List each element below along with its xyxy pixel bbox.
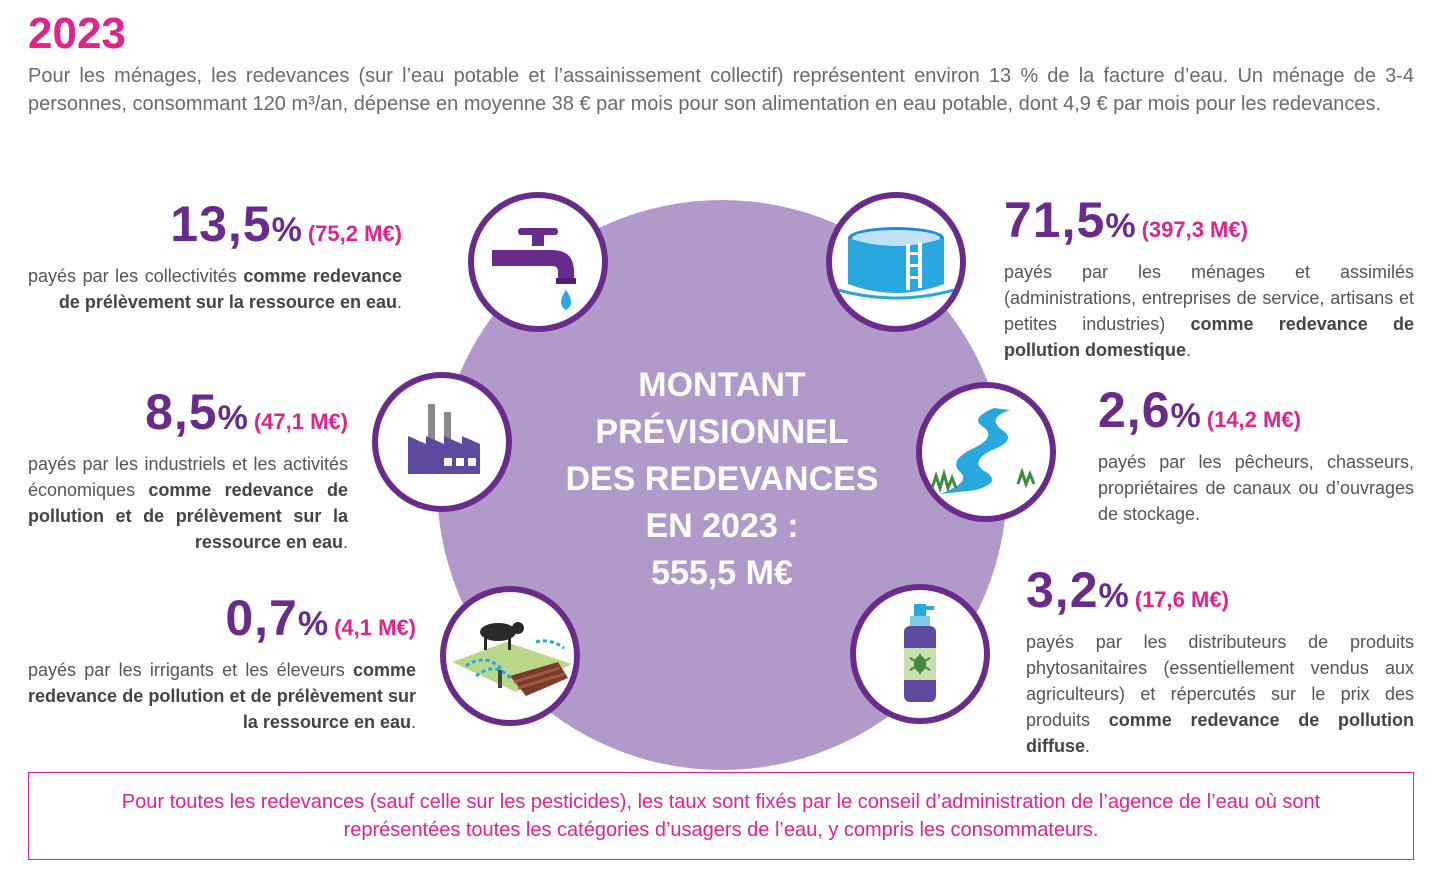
water-tap-icon — [468, 192, 608, 332]
desc-text: payés par les collectivités — [28, 266, 244, 286]
item-collectivites: 13,5% (75,2 M€) payés par les collectivit… — [28, 198, 402, 315]
percent-value: 71,5 — [1004, 192, 1106, 248]
percent-value: 2,6 — [1098, 382, 1171, 438]
desc-end: . — [342, 532, 348, 552]
amount-value: (4,1 M€) — [334, 615, 416, 640]
central-title-line: DES REDEVANCES — [565, 460, 879, 498]
amount-value: (17,6 M€) — [1134, 587, 1229, 612]
percent-sign: % — [1098, 577, 1129, 615]
desc-bold: comme redevance de pollution diffuse — [1026, 710, 1414, 756]
amount-value: (14,2 M€) — [1206, 407, 1301, 432]
item-headline: 13,5% (75,2 M€) — [28, 198, 402, 261]
item-headline: 0,7% (4,1 M€) — [28, 592, 416, 655]
item-description: payés par les distributeurs de produits … — [1026, 629, 1414, 759]
desc-text: payés par les irrigants et les éleveurs — [28, 660, 353, 680]
desc-end: . — [1186, 340, 1192, 360]
desc-bold: comme redevance de prélèvement sur la re… — [58, 266, 402, 312]
central-title-line: MONTANT — [638, 366, 806, 404]
item-description: payés par les irrigants et les éleveurs … — [28, 657, 416, 735]
year-title: 2023 — [28, 9, 126, 58]
amount-value: (397,3 M€) — [1141, 217, 1248, 242]
percent-value: 8,5 — [145, 384, 218, 440]
item-headline: 2,6% (14,2 M€) — [1098, 384, 1414, 447]
percent-value: 0,7 — [225, 590, 298, 646]
amount-value: (75,2 M€) — [307, 221, 402, 246]
item-headline: 71,5% (397,3 M€) — [1004, 194, 1414, 257]
desc-text: payés par les ménages et assimilés (admi… — [1004, 262, 1414, 334]
percent-sign: % — [1105, 207, 1136, 245]
desc-end: . — [1085, 736, 1091, 756]
item-description: payés par les pêcheurs, chasseurs, propr… — [1098, 449, 1414, 527]
item-irrigants: 0,7% (4,1 M€) payés par les irrigants et … — [28, 592, 416, 735]
item-headline: 8,5% (47,1 M€) — [28, 386, 348, 449]
item-distributeurs: 3,2% (17,6 M€) payés par les distributeur… — [1026, 564, 1414, 759]
percent-sign: % — [217, 399, 248, 437]
item-description: payés par les ménages et assimilés (admi… — [1004, 259, 1414, 363]
desc-end: . — [410, 712, 416, 732]
desc-text: payés par les industriels et les activit… — [28, 454, 348, 500]
item-description: payés par les collectivités comme redeva… — [28, 263, 402, 315]
farm-irrigation-icon — [440, 586, 580, 726]
note-box: Pour toutes les redevances (sauf celle s… — [28, 772, 1414, 860]
percent-sign: % — [271, 211, 302, 249]
water-tank-icon — [826, 192, 966, 332]
pesticide-spray-icon — [850, 584, 990, 724]
note-text: Pour toutes les redevances (sauf celle s… — [121, 791, 1321, 841]
percent-sign: % — [1170, 397, 1201, 435]
item-menages: 71,5% (397,3 M€) payés par les ménages et… — [1004, 194, 1414, 363]
percent-value: 3,2 — [1026, 562, 1099, 618]
item-industriels: 8,5% (47,1 M€) payés par les industriels … — [28, 386, 348, 555]
amount-value: (47,1 M€) — [253, 409, 348, 434]
central-title-line: EN 2023 : — [645, 507, 799, 545]
river-icon — [916, 382, 1056, 522]
desc-bold: comme redevance de pollution et de prélè… — [28, 660, 416, 732]
central-title: MONTANT PRÉVISIONNEL DES REDEVANCES EN 2… — [540, 362, 904, 597]
desc-text: payés par les distributeurs de produits … — [1026, 632, 1414, 730]
item-description: payés par les industriels et les activit… — [28, 451, 348, 555]
desc-bold: comme redevance de pollution domestique — [1004, 314, 1414, 360]
percent-sign: % — [297, 605, 329, 643]
percent-value: 13,5 — [170, 196, 272, 252]
desc-text: payés par les pêcheurs, chasseurs, propr… — [1098, 452, 1414, 524]
item-headline: 3,2% (17,6 M€) — [1026, 564, 1414, 627]
factory-icon — [372, 372, 512, 512]
desc-bold: comme redevance de pollution et de prélè… — [28, 480, 349, 552]
central-title-line: PRÉVISIONNEL — [595, 413, 849, 451]
item-pecheurs: 2,6% (14,2 M€) payés par les pêcheurs, ch… — [1098, 384, 1414, 527]
intro-paragraph: Pour les ménages, les redevances (sur l’… — [28, 65, 1414, 115]
desc-end: . — [396, 292, 402, 312]
central-total: 555,5 M€ — [651, 554, 793, 592]
